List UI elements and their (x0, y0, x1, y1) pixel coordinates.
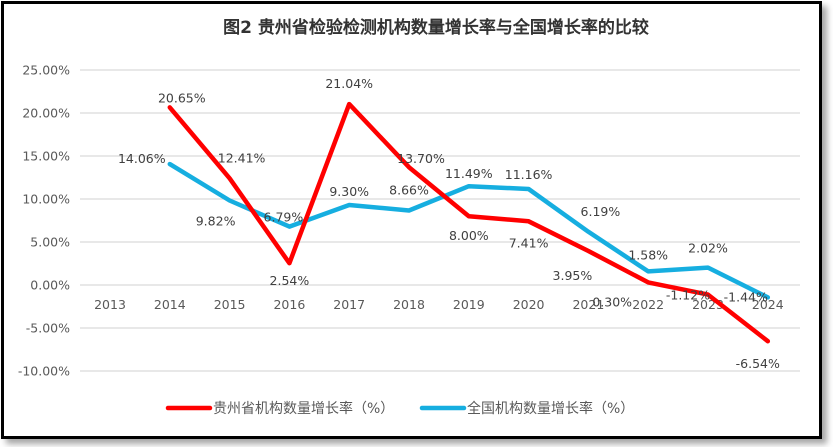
series-line-guizhou (167, 101, 771, 344)
y-tick-label: 15.00% (22, 149, 70, 164)
series-lines (167, 101, 771, 344)
x-tick-label: 2021 (572, 297, 604, 312)
data-label: 12.41% (218, 150, 266, 165)
data-label: 9.82% (196, 214, 236, 229)
x-tick-label: 2022 (632, 297, 664, 312)
y-tick-label: 0.00% (30, 278, 70, 293)
data-label: 6.19% (581, 204, 621, 219)
x-tick-label: 2019 (453, 297, 485, 312)
legend-label-guizhou: 贵州省机构数量增长率（%） (213, 400, 394, 417)
x-tick-label: 2024 (752, 297, 784, 312)
x-axis-tick-labels: 2013 2014 2015 2016 2017 2018 2019 2020 2021 2022… (94, 297, 784, 312)
chart-frame (1, 1, 822, 439)
y-tick-label: 10.00% (22, 192, 70, 207)
data-label: 8.66% (389, 183, 429, 198)
data-label: 13.70% (397, 151, 445, 166)
data-labels: 20.65% 12.41% 2.54% 21.04% 13.70% 8.00% 7.41% 3… (118, 76, 780, 371)
y-tick-label: 5.00% (30, 235, 70, 250)
data-label: 3.95% (553, 268, 593, 283)
data-label: -6.54% (736, 356, 780, 371)
data-label: 14.06% (118, 151, 166, 166)
gridlines (80, 69, 800, 372)
x-tick-label: 2014 (154, 297, 186, 312)
x-tick-label: 2020 (513, 297, 545, 312)
data-label: 0.30% (592, 294, 632, 309)
x-tick-label: 2016 (273, 297, 305, 312)
data-label: 6.79% (264, 210, 304, 225)
x-tick-label: 2017 (333, 297, 365, 312)
y-tick-label: 25.00% (22, 63, 70, 78)
data-label: -1.44% (724, 289, 768, 304)
legend: 贵州省机构数量增长率（%） 全国机构数量增长率（%） (165, 400, 634, 417)
data-label: 2.54% (270, 273, 310, 288)
data-label: -1.12% (666, 288, 710, 303)
y-tick-label: 20.00% (22, 106, 70, 121)
data-label: 20.65% (158, 90, 206, 105)
data-label: 8.00% (449, 228, 489, 243)
legend-label-national: 全国机构数量增长率（%） (467, 400, 634, 417)
series-line-national (167, 161, 771, 300)
data-label: 7.41% (509, 235, 549, 250)
data-label: 9.30% (329, 184, 369, 199)
x-tick-label: 2015 (214, 297, 246, 312)
x-tick-label: 2018 (393, 297, 425, 312)
data-label: 1.58% (628, 247, 668, 262)
data-label: 21.04% (325, 76, 373, 91)
data-label: 2.02% (688, 241, 728, 256)
data-label: 11.49% (445, 166, 493, 181)
chart-title: 图2 贵州省检验检测机构数量增长率与全国增长率的比较 (223, 17, 649, 38)
y-tick-label: -5.00% (26, 321, 70, 336)
y-axis-tick-labels: 25.00% 20.00% 15.00% 10.00% 5.00% 0.00% -5.00%… (18, 63, 70, 379)
data-label: 11.16% (505, 167, 553, 182)
y-tick-label: -10.00% (18, 364, 70, 379)
x-tick-label: 2013 (94, 297, 126, 312)
